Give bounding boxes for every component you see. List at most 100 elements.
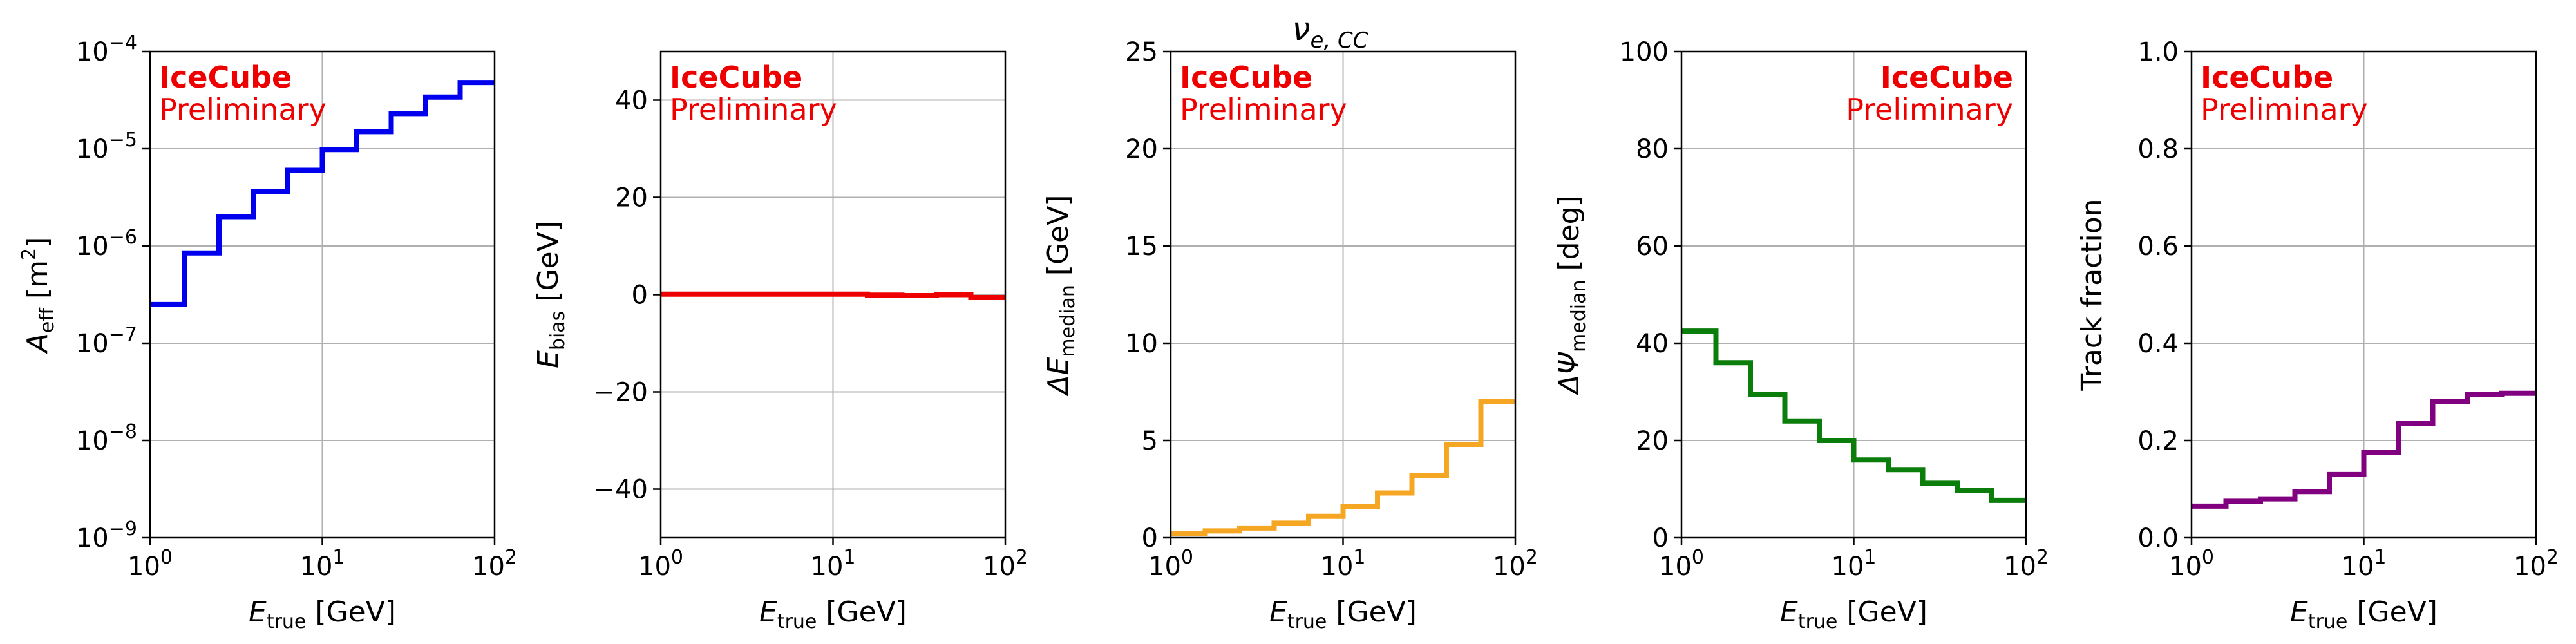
y-axis-label-subscript: bias (547, 311, 569, 350)
tick-base: 10 (1659, 552, 1692, 582)
y-axis-label-symbol: ΔΨ (1553, 352, 1586, 396)
tick-exponent: −6 (109, 226, 137, 249)
tick-exponent: 1 (843, 546, 855, 569)
x-axis-label: Etrue [GeV] (1269, 596, 1417, 633)
y-tick-label: 10−4 (76, 32, 137, 67)
tick-text: 0.8 (2137, 135, 2179, 164)
tick-base: 10 (300, 552, 333, 582)
y-tick-label: 80 (1636, 135, 1669, 164)
tick-exponent: −4 (109, 32, 137, 54)
y-tick-label: 40 (1636, 329, 1669, 359)
y-axis-label-superscript: 2 (18, 248, 41, 260)
y-axis-label-unit: [GeV] (1042, 195, 1075, 285)
tick-exponent: −9 (109, 518, 137, 540)
watermark-line2: Preliminary (1180, 92, 1347, 127)
data-series-line (2192, 390, 2536, 509)
y-tick-label: 0 (1653, 524, 1669, 553)
watermark-icecube: IceCube (159, 60, 292, 95)
tick-exponent: 0 (2202, 546, 2214, 569)
y-axis-label-symbol: A (21, 333, 54, 354)
x-axis-label-subscript: true (777, 611, 817, 633)
x-tick-label: 100 (128, 546, 173, 582)
watermark-line1: IceCube (1880, 60, 2013, 95)
watermark-icecube: IceCube (1880, 60, 2013, 95)
y-axis-label-close: ] (21, 237, 54, 248)
y-axis-label: ΔΨmedian [deg] (1553, 195, 1590, 395)
y-axis-label: Track fraction (2076, 198, 2108, 391)
tick-exponent: 2 (505, 546, 517, 569)
y-tick-label: 10 (1125, 329, 1158, 359)
watermark-icecube: IceCube (670, 60, 802, 95)
tick-text: 40 (1636, 329, 1669, 359)
x-tick-label: 102 (2003, 546, 2049, 582)
x-axis-label-subscript: true (1287, 611, 1327, 633)
watermark-line2: Preliminary (670, 92, 837, 127)
y-axis-label-subscript: eff (36, 307, 59, 333)
chart-title-subscript: e, CC (1310, 28, 1368, 53)
data-series-line (1681, 328, 2026, 503)
y-tick-label: 5 (1142, 426, 1158, 456)
y-tick-label: 20 (1636, 426, 1669, 456)
y-tick-label: 100 (1620, 37, 1669, 67)
data-series-line (150, 80, 495, 307)
watermark-line1: IceCube (1180, 60, 1312, 95)
watermark-preliminary: Preliminary (1180, 92, 1347, 127)
tick-base: 10 (983, 552, 1016, 582)
y-axis-label-unit: [m (21, 260, 54, 308)
x-axis-label-subscript: true (1798, 611, 1838, 633)
x-axis-label-unit: [GeV] (817, 596, 907, 629)
y-tick-label: 0 (1142, 524, 1158, 553)
y-tick-label: 0.0 (2137, 524, 2179, 553)
watermark-line2: Preliminary (159, 92, 327, 127)
tick-text: 20 (615, 184, 648, 213)
tick-text: 5 (1142, 426, 1158, 456)
tick-exponent: 1 (1864, 546, 1876, 569)
x-tick-label: 102 (472, 546, 517, 582)
y-tick-label: 25 (1125, 37, 1158, 67)
tick-base: 10 (2514, 552, 2546, 582)
x-tick-label: 102 (2514, 546, 2559, 582)
tick-text: −20 (594, 378, 648, 408)
x-axis-label-unit: [GeV] (2347, 596, 2438, 629)
x-tick-label: 100 (1659, 546, 1704, 582)
tick-exponent: 0 (1692, 546, 1704, 569)
tick-text: 25 (1125, 37, 1158, 67)
tick-text: 0 (1653, 524, 1669, 553)
y-axis-label-symbol: ΔE (1042, 357, 1075, 396)
y-tick-label: 0.4 (2137, 329, 2179, 359)
y-tick-label: 0 (632, 281, 648, 310)
tick-base: 10 (1493, 552, 1526, 582)
watermark-icecube: IceCube (2201, 60, 2333, 95)
tick-text: 0.6 (2137, 232, 2179, 261)
x-tick-label: 101 (811, 546, 856, 582)
x-tick-label: 101 (300, 546, 345, 582)
x-axis-label-subscript: true (267, 611, 307, 633)
tick-base: 10 (128, 552, 160, 582)
y-tick-label: 40 (615, 86, 648, 116)
tick-base: 10 (472, 552, 505, 582)
y-tick-label: 20 (1125, 135, 1158, 164)
data-series-line (661, 291, 1005, 300)
watermark-line1: IceCube (159, 60, 292, 95)
tick-base: 10 (76, 135, 109, 164)
x-axis-label-symbol: E (759, 596, 777, 629)
tick-base: 10 (1148, 552, 1181, 582)
tick-exponent: 2 (2546, 546, 2559, 569)
watermark-icecube: IceCube (1180, 60, 1312, 95)
x-tick-label: 102 (983, 546, 1028, 582)
tick-exponent: −7 (109, 323, 137, 346)
watermark-preliminary: Preliminary (1846, 92, 2013, 127)
y-tick-label: −20 (594, 378, 648, 408)
chart-title: νe, CC (1293, 10, 1368, 53)
tick-text: −40 (594, 475, 648, 505)
x-axis-label-subscript: true (2308, 611, 2348, 633)
watermark-line1: IceCube (670, 60, 802, 95)
tick-text: 60 (1636, 232, 1669, 261)
y-tick-label: 10−6 (76, 226, 137, 261)
tick-base: 10 (76, 329, 109, 359)
watermark-preliminary: Preliminary (159, 92, 327, 127)
y-axis-label-symbol: E (532, 350, 565, 368)
